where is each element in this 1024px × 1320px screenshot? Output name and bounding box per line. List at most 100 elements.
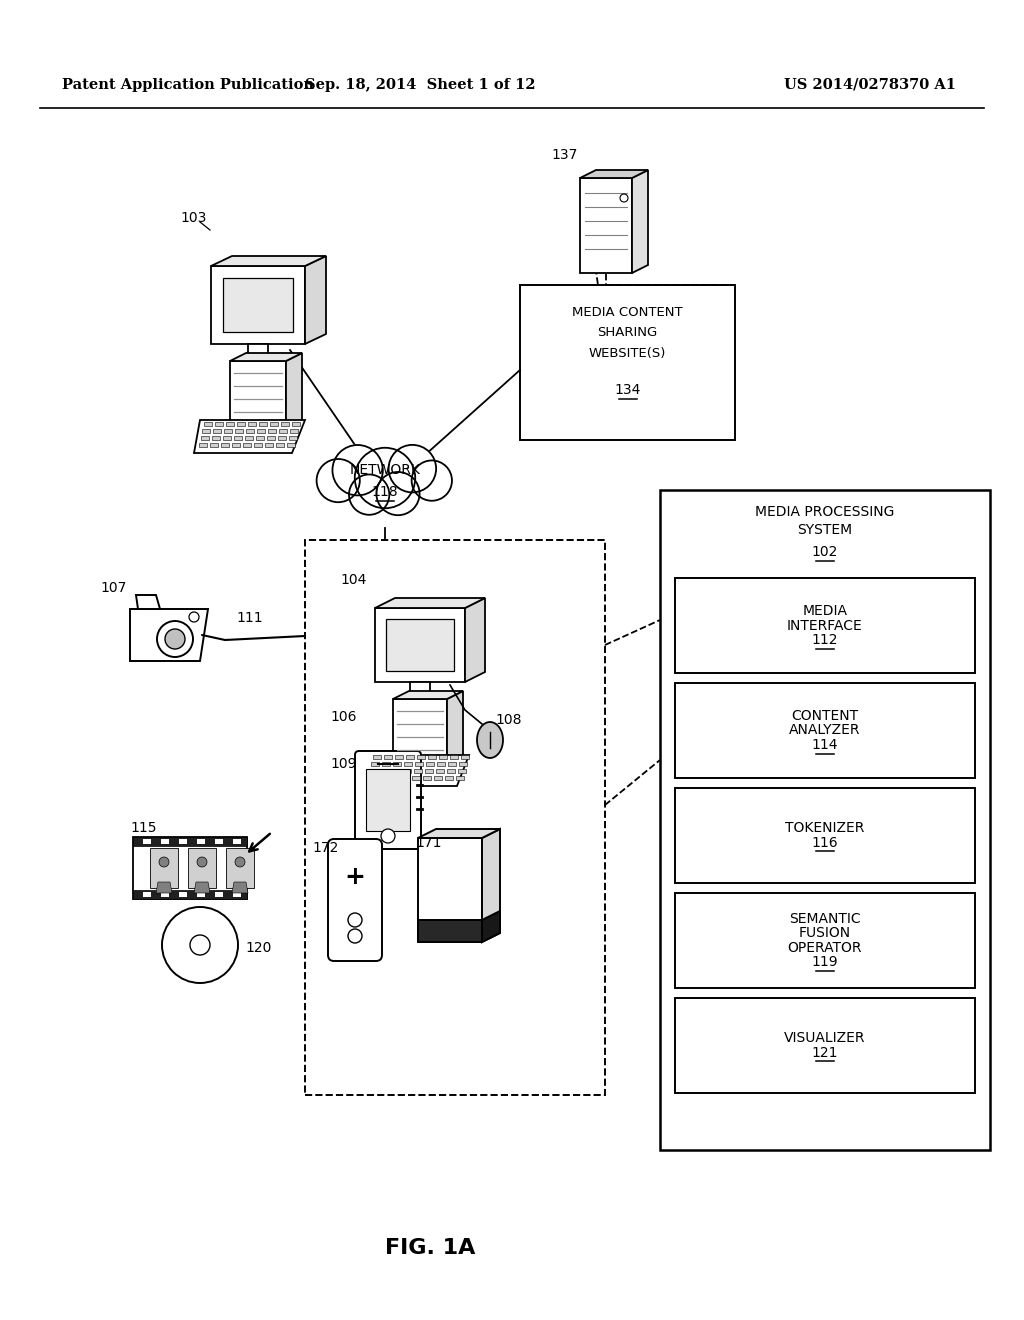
Polygon shape bbox=[248, 422, 256, 426]
Polygon shape bbox=[450, 755, 458, 759]
Polygon shape bbox=[211, 256, 326, 267]
Circle shape bbox=[620, 194, 628, 202]
Polygon shape bbox=[188, 847, 216, 888]
Text: US 2014/0278370 A1: US 2014/0278370 A1 bbox=[784, 78, 956, 92]
Bar bbox=[675, 788, 975, 883]
Text: ANALYZER: ANALYZER bbox=[790, 723, 861, 738]
Polygon shape bbox=[243, 444, 251, 447]
Polygon shape bbox=[366, 770, 410, 832]
Polygon shape bbox=[393, 700, 447, 770]
Polygon shape bbox=[410, 682, 430, 694]
Polygon shape bbox=[197, 892, 205, 898]
FancyBboxPatch shape bbox=[328, 840, 382, 961]
Text: 114: 114 bbox=[812, 738, 839, 752]
Polygon shape bbox=[415, 762, 423, 766]
Circle shape bbox=[189, 612, 199, 622]
Polygon shape bbox=[290, 429, 298, 433]
Polygon shape bbox=[427, 755, 435, 759]
Circle shape bbox=[316, 459, 359, 502]
Polygon shape bbox=[362, 755, 469, 785]
Polygon shape bbox=[390, 776, 398, 780]
Text: 115: 115 bbox=[130, 821, 157, 836]
Polygon shape bbox=[482, 911, 500, 942]
Polygon shape bbox=[381, 770, 388, 774]
Polygon shape bbox=[256, 436, 263, 440]
Polygon shape bbox=[461, 755, 469, 759]
Circle shape bbox=[388, 445, 436, 492]
Polygon shape bbox=[225, 422, 233, 426]
Polygon shape bbox=[214, 422, 222, 426]
Polygon shape bbox=[278, 436, 286, 440]
Polygon shape bbox=[394, 755, 402, 759]
Polygon shape bbox=[434, 776, 442, 780]
Bar bbox=[675, 894, 975, 987]
Polygon shape bbox=[580, 178, 632, 273]
Polygon shape bbox=[161, 840, 169, 843]
Polygon shape bbox=[150, 847, 178, 888]
Text: 120: 120 bbox=[245, 941, 271, 954]
Polygon shape bbox=[226, 847, 254, 888]
Polygon shape bbox=[245, 436, 253, 440]
Polygon shape bbox=[456, 776, 464, 780]
Polygon shape bbox=[384, 755, 391, 759]
Text: 116: 116 bbox=[812, 836, 839, 850]
Polygon shape bbox=[211, 267, 305, 345]
Ellipse shape bbox=[477, 722, 503, 758]
Circle shape bbox=[165, 630, 185, 649]
Polygon shape bbox=[418, 838, 482, 942]
Polygon shape bbox=[435, 770, 443, 774]
Polygon shape bbox=[232, 882, 248, 894]
Polygon shape bbox=[233, 840, 241, 843]
Circle shape bbox=[190, 935, 210, 954]
FancyBboxPatch shape bbox=[355, 751, 421, 849]
Circle shape bbox=[333, 445, 383, 495]
Text: FIG. 1A: FIG. 1A bbox=[385, 1238, 475, 1258]
Polygon shape bbox=[393, 762, 401, 766]
Polygon shape bbox=[161, 892, 169, 898]
Text: 108: 108 bbox=[495, 713, 521, 727]
Polygon shape bbox=[179, 892, 187, 898]
Polygon shape bbox=[194, 420, 305, 453]
Polygon shape bbox=[459, 762, 467, 766]
Polygon shape bbox=[215, 892, 223, 898]
Polygon shape bbox=[210, 444, 218, 447]
Polygon shape bbox=[215, 840, 223, 843]
Polygon shape bbox=[391, 770, 399, 774]
Polygon shape bbox=[248, 345, 268, 356]
Polygon shape bbox=[286, 352, 302, 434]
Polygon shape bbox=[133, 890, 247, 899]
Circle shape bbox=[162, 907, 238, 983]
Text: INTERFACE: INTERFACE bbox=[787, 619, 863, 632]
Polygon shape bbox=[465, 598, 485, 682]
Polygon shape bbox=[370, 770, 378, 774]
Text: Sep. 18, 2014  Sheet 1 of 12: Sep. 18, 2014 Sheet 1 of 12 bbox=[305, 78, 536, 92]
Text: MEDIA CONTENT: MEDIA CONTENT bbox=[572, 306, 683, 319]
Polygon shape bbox=[222, 436, 230, 440]
Polygon shape bbox=[447, 690, 463, 770]
Polygon shape bbox=[230, 352, 302, 360]
Polygon shape bbox=[246, 429, 254, 433]
Polygon shape bbox=[143, 892, 151, 898]
Text: MEDIA PROCESSING: MEDIA PROCESSING bbox=[756, 506, 895, 519]
Polygon shape bbox=[268, 429, 276, 433]
Text: NETWORK: NETWORK bbox=[349, 463, 421, 477]
Polygon shape bbox=[418, 829, 500, 838]
Polygon shape bbox=[437, 762, 445, 766]
Polygon shape bbox=[279, 429, 287, 433]
Polygon shape bbox=[406, 755, 414, 759]
Text: 137: 137 bbox=[552, 148, 579, 162]
Text: 172: 172 bbox=[312, 841, 338, 855]
Circle shape bbox=[377, 473, 420, 515]
Polygon shape bbox=[143, 840, 151, 843]
Circle shape bbox=[354, 447, 416, 508]
Text: Patent Application Publication: Patent Application Publication bbox=[62, 78, 314, 92]
Circle shape bbox=[159, 857, 169, 867]
Circle shape bbox=[381, 829, 395, 843]
Text: 134: 134 bbox=[614, 383, 641, 397]
Circle shape bbox=[234, 857, 245, 867]
Polygon shape bbox=[375, 609, 465, 682]
Bar bbox=[675, 998, 975, 1093]
Circle shape bbox=[412, 461, 452, 500]
Polygon shape bbox=[204, 422, 212, 426]
Polygon shape bbox=[445, 776, 453, 780]
